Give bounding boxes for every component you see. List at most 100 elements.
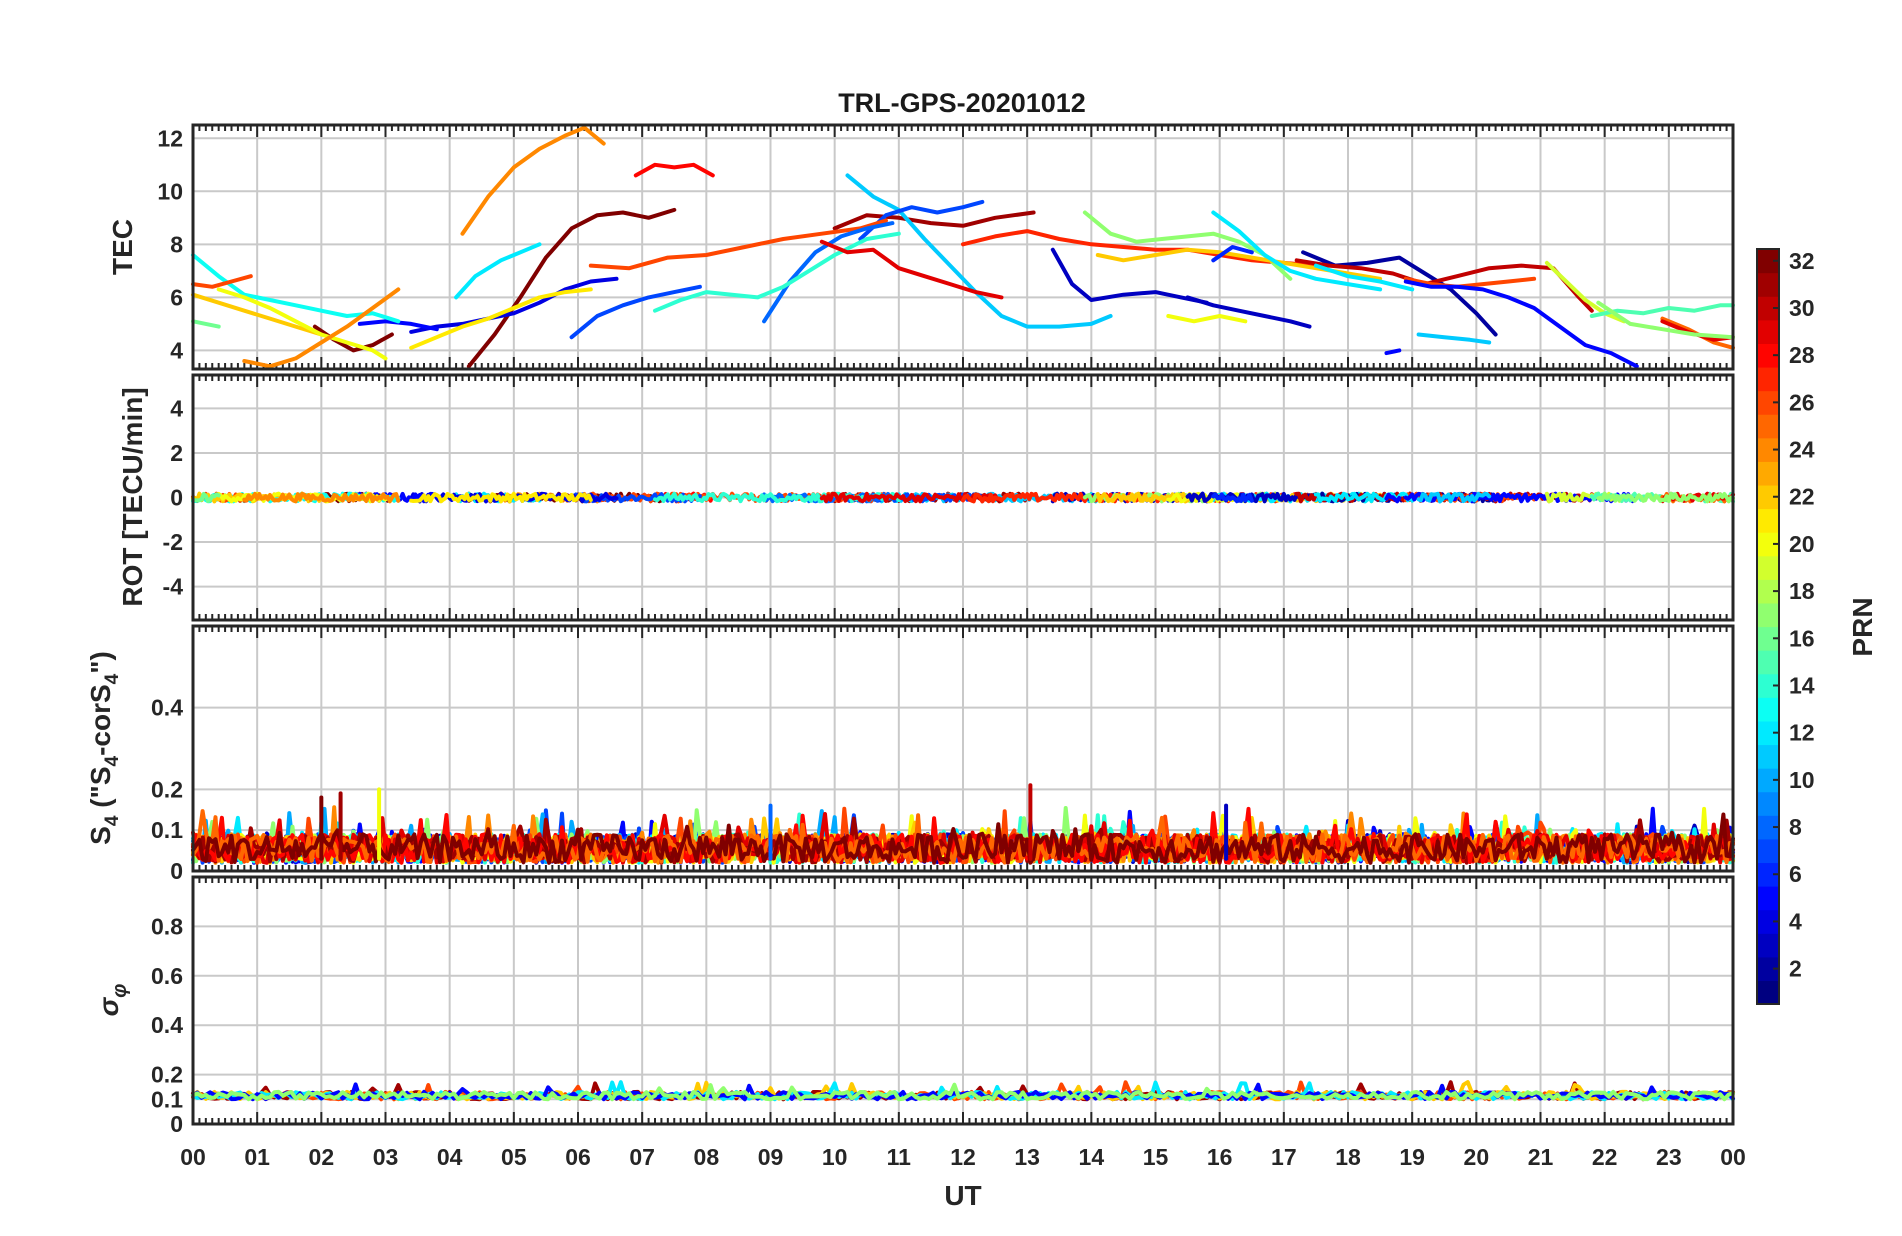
colorbar-tick-label: 18 (1789, 578, 1815, 604)
colorbar-segment (1757, 532, 1779, 557)
x-tick-label: 08 (694, 1144, 720, 1170)
colorbar-segment (1757, 414, 1779, 439)
x-tick-label: 14 (1079, 1144, 1105, 1170)
tec-series-prn-7 (858, 199, 985, 241)
sigma-phi-panel: σφ (93, 875, 1735, 1126)
x-tick-label: 04 (437, 1144, 463, 1170)
x-tick-label: 11 (887, 1144, 912, 1170)
x-tick-label: 20 (1464, 1144, 1490, 1170)
x-tick-label: 05 (501, 1144, 527, 1170)
colorbar-label: PRN (1847, 597, 1878, 656)
colorbar-segment (1757, 508, 1779, 533)
sigma-phi-panel-frame (191, 875, 1735, 1126)
colorbar-tick-label: 22 (1789, 484, 1815, 510)
rot-series-prn-19 (1544, 491, 1626, 504)
x-tick-label: 22 (1592, 1144, 1618, 1170)
colorbar-segment (1757, 579, 1779, 604)
sigma_phi-y-tick-label: 0 (170, 1111, 183, 1137)
colorbar-tick-label: 32 (1789, 248, 1815, 274)
tec-series-prn-12 (454, 242, 542, 300)
colorbar-segment (1757, 602, 1779, 628)
tec-series-prn-5 (1384, 348, 1402, 356)
x-tick-label: 12 (950, 1144, 976, 1170)
colorbar-segment (1757, 980, 1779, 1005)
rot-series-prn-21 (409, 491, 593, 504)
colorbar-segment (1757, 838, 1779, 864)
tec-series-prn-7 (569, 284, 702, 340)
s4-y-tick-label: 0.1 (151, 817, 183, 843)
x-tick-label: 00 (1720, 1144, 1746, 1170)
tec-series-prn-26 (588, 218, 888, 271)
sigma_phi-y-tick-label: 0.6 (151, 963, 183, 989)
s4-panel-frame (191, 624, 1735, 873)
s4-series-prn-32 (191, 812, 1735, 865)
x-tick-label: 00 (180, 1144, 206, 1170)
sigma_phi-y-tick-label: 0.1 (151, 1086, 183, 1112)
colorbar-segment (1757, 697, 1779, 722)
tec-series-prn-29 (819, 239, 1004, 300)
x-tick-label: 01 (244, 1144, 270, 1170)
s4-y-tick-label: 0.4 (151, 695, 183, 721)
rot-y-tick-label: 2 (170, 440, 183, 466)
tec-series-prn-11 (1416, 332, 1492, 345)
rot-panel: ROT [TECU/min] (117, 373, 1735, 622)
tec-series-prn-3 (1050, 247, 1209, 305)
tec-series-prn-27 (961, 229, 1318, 268)
colorbar-segment (1757, 249, 1779, 274)
colorbar-tick-label: 14 (1789, 672, 1815, 698)
colorbar-segment (1757, 319, 1779, 344)
tec-series-prn-5 (1403, 279, 1639, 369)
x-tick-label: 15 (1143, 1144, 1169, 1170)
tec-series-prn-16 (191, 319, 221, 329)
colorbar-segment (1757, 650, 1779, 675)
colorbar-segment (1757, 555, 1779, 580)
x-tick-label: 16 (1207, 1144, 1233, 1170)
rot-y-tick-label: -2 (163, 529, 183, 555)
tec-series-prn-22 (191, 292, 324, 337)
tec-y-tick-label: 12 (157, 125, 183, 151)
tec-series-prn-26 (1403, 276, 1537, 289)
x-tick-label: 10 (822, 1144, 848, 1170)
tec-series-prn-11 (845, 173, 1113, 329)
x-tick-label: 09 (758, 1144, 784, 1170)
tec-series-prn-4 (409, 276, 619, 334)
tec-series-prn-6 (1211, 245, 1254, 263)
x-tick-label: 18 (1335, 1144, 1361, 1170)
tec-series-prn-15 (1589, 303, 1735, 318)
tec-series-prn-17 (1082, 210, 1293, 281)
colorbar-frame (1756, 248, 1780, 1005)
tec-panel-frame (191, 123, 1735, 371)
tec-y-tick-label: 10 (157, 178, 183, 204)
sigma_phi-y-tick-label: 0.8 (151, 913, 183, 939)
colorbar-segment (1757, 461, 1779, 486)
x-tick-label: 23 (1656, 1144, 1682, 1170)
tec-series-prn-20 (1166, 314, 1248, 324)
x-tick-label: 21 (1528, 1144, 1554, 1170)
tec-series-prn-20 (216, 287, 388, 361)
s4-y-tick-label: 0.2 (151, 776, 183, 802)
tec-y-tick-label: 4 (170, 337, 183, 363)
rot-series-prn-24 (242, 491, 401, 504)
tec-series-prn-32 (466, 207, 677, 369)
tec-series-prn-31 (832, 210, 1036, 231)
colorbar-segment (1757, 366, 1779, 392)
tec-series-prn-28 (633, 162, 715, 178)
s4-y-tick-label: 0 (170, 858, 183, 884)
colorbar-segment (1757, 956, 1779, 982)
rot-series-prn-11 (1416, 491, 1492, 504)
rot-y-tick-label: 0 (170, 485, 183, 511)
colorbar-segment (1757, 886, 1779, 911)
rot-series-prn-6 (1211, 492, 1254, 504)
colorbar-tick-label: 24 (1789, 437, 1815, 463)
colorbar-segment (1757, 791, 1779, 816)
chart-title: TRL-GPS-20201012 (838, 88, 1086, 118)
colorbar-tick-label: 28 (1789, 342, 1815, 368)
colorbar-segment (1757, 484, 1779, 510)
tec-series-prn-14 (653, 231, 901, 313)
colorbar-segment (1757, 909, 1779, 934)
tec-series-prn-21 (409, 287, 593, 350)
x-tick-label: 17 (1271, 1144, 1297, 1170)
tec-series-prn-12 (1313, 263, 1415, 292)
tec-series-prn-17 (1596, 300, 1735, 340)
